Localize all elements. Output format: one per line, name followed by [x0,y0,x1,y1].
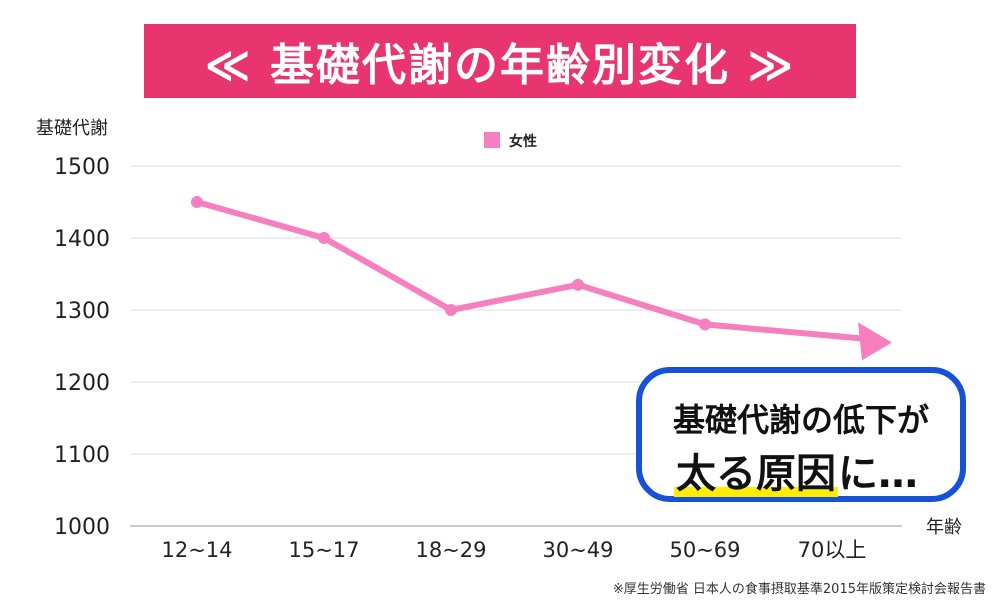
x-tick-label: 18~29 [415,538,486,562]
y-tick-label: 1500 [54,155,110,180]
data-point [191,196,203,208]
y-tick-label: 1200 [54,371,110,396]
series-line [194,199,875,343]
data-point [572,278,584,291]
data-point [318,232,330,244]
x-tick-label: 30~49 [542,538,613,562]
source-note: ※厚生労働省 日本人の食事摂取基準2015年版策定検討会報告書 [612,582,986,597]
y-tick-label: 1300 [54,299,110,324]
chart-title: ≪ 基礎代謝の年齢別変化 ≫ [204,40,796,91]
x-axis-title: 年齢 [926,517,962,538]
y-axis-title: 基礎代謝 [36,118,108,139]
callout-suffix: に… [838,451,918,497]
callout-highlight: 太る原因 [674,451,838,497]
data-point [699,318,711,331]
callout-line1: 基礎代謝の低下が [672,401,929,439]
data-point [445,304,457,316]
callout-box: 基礎代謝の低下が 太る原因に… [636,367,966,502]
title-banner: ≪ 基礎代謝の年齢別変化 ≫ [144,24,856,98]
callout-line2: 太る原因に… [674,441,918,499]
x-tick-label: 12~14 [161,538,232,562]
x-tick-label: 50~69 [669,538,740,562]
trend-arrow-head [858,322,892,361]
x-tick-label: 15~17 [288,538,359,562]
y-tick-label: 1100 [54,443,110,468]
y-tick-label: 1000 [54,515,110,540]
legend-swatch [484,132,500,148]
legend-label: 女性 [509,133,537,150]
x-tick-label: 70以上 [798,538,867,562]
y-tick-label: 1400 [54,227,110,252]
